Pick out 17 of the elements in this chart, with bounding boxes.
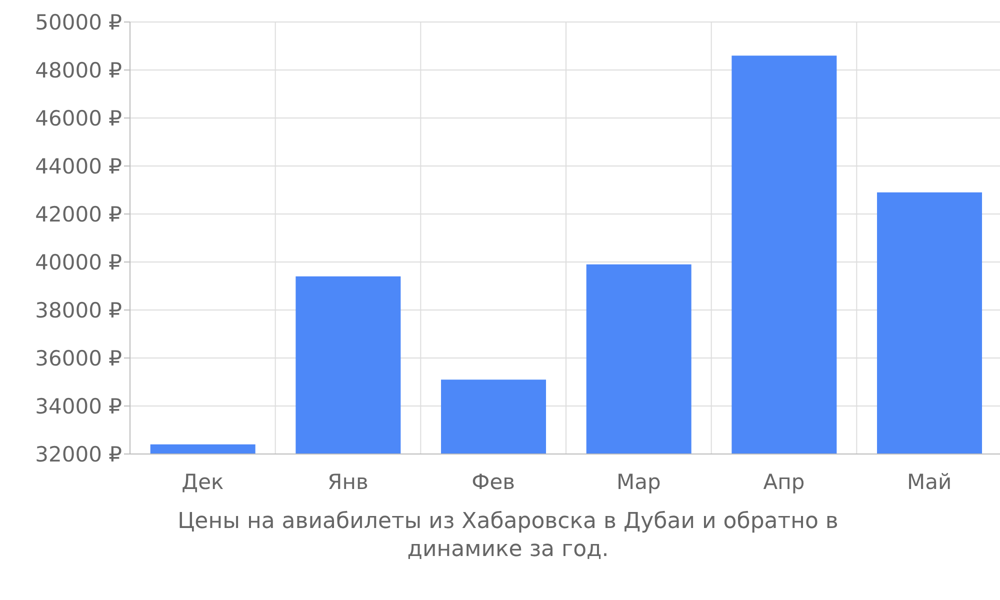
y-tick-label: 44000 ₽ [35, 154, 122, 178]
x-tick-label: Фев [472, 470, 516, 494]
y-tick-label: 50000 ₽ [35, 10, 122, 34]
x-tick-label: Дек [182, 470, 224, 494]
x-tick-label: Янв [328, 470, 368, 494]
x-tick-label: Май [907, 470, 952, 494]
y-tick-label: 46000 ₽ [35, 106, 122, 130]
y-tick-label: 34000 ₽ [35, 394, 122, 418]
y-tick-label: 32000 ₽ [35, 442, 122, 466]
y-tick-label: 36000 ₽ [35, 346, 122, 370]
y-tick-label: 42000 ₽ [35, 202, 122, 226]
x-tick-label: Мар [616, 470, 661, 494]
y-tick-label: 48000 ₽ [35, 58, 122, 82]
text: Цены на авиабилеты из Хабаровска в Дубаи и обратно в динамике за год. [176, 508, 840, 564]
y-tick-label: 40000 ₽ [35, 250, 122, 274]
x-tick-label: Апр [763, 470, 805, 494]
y-tick-label: 38000 ₽ [35, 298, 122, 322]
